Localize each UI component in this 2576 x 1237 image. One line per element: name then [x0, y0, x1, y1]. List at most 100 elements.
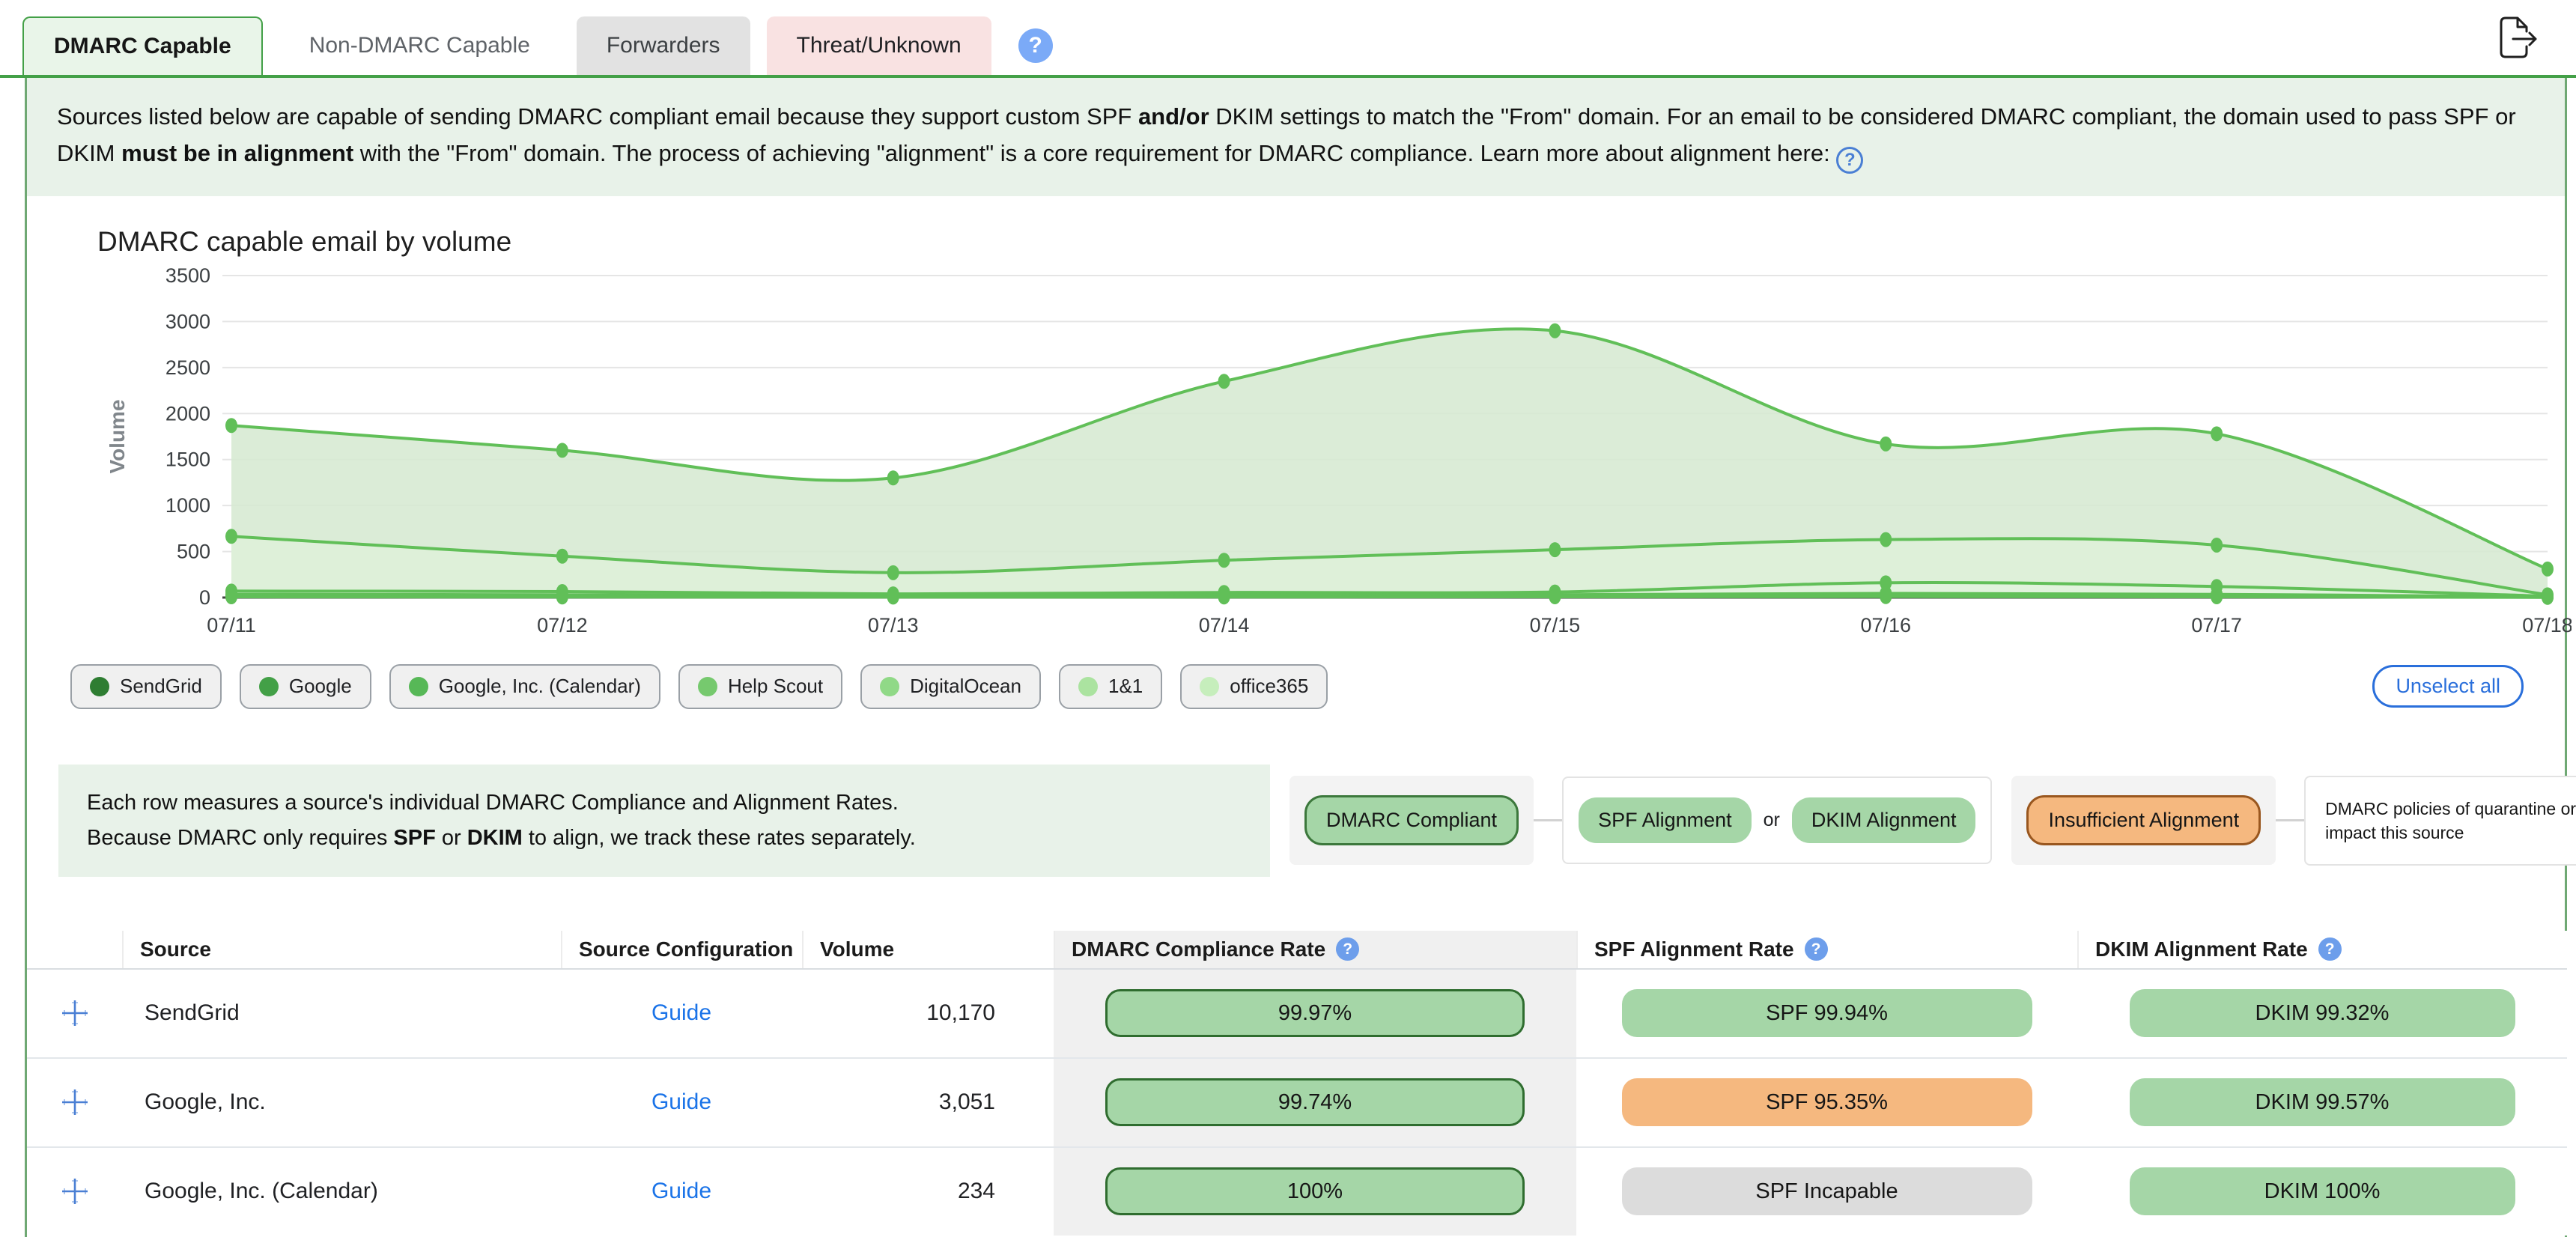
y-tick-label: 2500 — [165, 356, 210, 379]
column-help-icon[interactable]: ? — [1336, 937, 1360, 961]
insufficient-legend-card: Insufficient Alignment — [2011, 776, 2276, 866]
data-point[interactable] — [225, 589, 237, 604]
series-legend-row: SendGrid Google Google, Inc. (Calendar) Hel… — [70, 663, 2524, 709]
legend-dot-icon — [408, 676, 428, 696]
tab-non-dmarc-capable[interactable]: Non-DMARC Capable — [279, 16, 560, 75]
legend-connector — [1534, 819, 1563, 822]
rates-note-line2: Because DMARC only requires SPF or DKIM … — [87, 825, 916, 850]
column-header-label: DMARC Compliance Rate — [1072, 937, 1326, 961]
compliance-cell: 100% — [1054, 1147, 1576, 1236]
data-point[interactable] — [2211, 426, 2223, 442]
data-point[interactable] — [1880, 436, 1892, 452]
legend-chip-digitalocean[interactable]: DigitalOcean — [860, 663, 1041, 709]
spf-alignment-badge-sample: SPF Alignment — [1579, 797, 1752, 844]
tabs-help-icon[interactable]: ? — [1018, 28, 1053, 63]
expand-row-button[interactable] — [27, 969, 122, 1057]
legend-dot-icon — [880, 676, 900, 696]
expand-row-button[interactable] — [27, 1058, 122, 1146]
spf-alignment-badge: SPF Incapable — [1621, 1167, 2032, 1216]
data-point[interactable] — [1880, 589, 1892, 604]
y-tick-label: 3500 — [165, 264, 210, 287]
legend-chip-help-scout[interactable]: Help Scout — [678, 663, 843, 709]
badge-legend-cluster: DMARC Compliant SPF Alignment or DKIM Al… — [1289, 775, 2576, 866]
data-point[interactable] — [1218, 589, 1230, 605]
legend-chip-label: DigitalOcean — [910, 675, 1021, 698]
description-text: Sources listed below are capable of send… — [57, 103, 2516, 166]
dkim-cell: DKIM 99.32% — [2077, 969, 2567, 1057]
data-point[interactable] — [2211, 589, 2223, 604]
rates-note-box: Each row measures a source's individual … — [58, 764, 1270, 877]
data-point[interactable] — [2542, 561, 2554, 577]
alignment-help-icon[interactable]: ? — [1836, 146, 1864, 174]
source-name: Google, Inc. — [122, 1058, 561, 1146]
dkim-alignment-badge-sample: DKIM Alignment — [1791, 797, 1976, 844]
guide-link[interactable]: Guide — [651, 1000, 712, 1026]
data-point[interactable] — [887, 565, 899, 580]
spf-cell: SPF 99.94% — [1576, 969, 2077, 1057]
data-point[interactable] — [1880, 575, 1892, 591]
column-help-icon[interactable]: ? — [2318, 937, 2342, 961]
column-header-label: Source — [140, 937, 211, 961]
or-label: or — [1763, 809, 1780, 831]
guide-link[interactable]: Guide — [651, 1179, 712, 1204]
data-point[interactable] — [225, 418, 237, 434]
legend-chip-label: Help Scout — [727, 675, 824, 698]
guide-link[interactable]: Guide — [651, 1089, 712, 1115]
data-point[interactable] — [1549, 323, 1561, 338]
y-tick-label: 3000 — [165, 310, 210, 332]
tab-forwarders[interactable]: Forwarders — [576, 16, 750, 75]
tab-bar: DMARC Capable Non-DMARC Capable Forwarders… — [0, 0, 2576, 78]
data-point[interactable] — [556, 548, 568, 564]
legend-connector — [2276, 819, 2305, 822]
legend-chip-sendgrid[interactable]: SendGrid — [70, 663, 222, 709]
tab-threat-unknown[interactable]: Threat/Unknown — [766, 16, 991, 75]
legend-dot-icon — [1200, 676, 1220, 696]
y-tick-label: 500 — [177, 540, 210, 562]
expand-row-button[interactable] — [27, 1147, 122, 1236]
legend-dot-icon — [90, 676, 109, 696]
dkim-alignment-badge: DKIM 99.32% — [2129, 989, 2515, 1038]
spf-alignment-badge: SPF 95.35% — [1621, 1078, 2032, 1127]
legend-chip-google-inc-calendar-[interactable]: Google, Inc. (Calendar) — [389, 663, 660, 709]
volume-area-chart: 0 500 1000 1500 2000 2500 3000 3500 Volume 07/11 0… — [106, 264, 2573, 636]
data-point[interactable] — [556, 443, 568, 458]
volume-value: 10,170 — [802, 969, 1054, 1057]
export-icon[interactable] — [2492, 13, 2545, 66]
table-explainer-row: Each row measures a source's individual … — [58, 764, 2576, 877]
tab-dmarc-capable[interactable]: DMARC Capable — [22, 16, 263, 75]
x-tick-label: 07/14 — [1199, 614, 1250, 636]
column-header-source-configuration: Source Configuration — [561, 930, 802, 968]
line-series-6 — [231, 595, 2548, 599]
data-point[interactable] — [1880, 532, 1892, 547]
column-header-expand — [27, 930, 122, 968]
data-point[interactable] — [887, 470, 899, 486]
policy-note-card: DMARC policies of quarantine or reject w… — [2304, 775, 2576, 866]
source-configuration-cell: Guide — [561, 1147, 802, 1236]
unselect-all-button[interactable]: Unselect all — [2372, 665, 2524, 708]
description-banner: Sources listed below are capable of send… — [27, 78, 2565, 196]
y-tick-label: 2000 — [165, 402, 210, 425]
dkim-alignment-badge: DKIM 99.57% — [2129, 1078, 2515, 1127]
legend-chip-google[interactable]: Google — [239, 663, 371, 709]
data-point[interactable] — [1218, 553, 1230, 568]
data-point[interactable] — [556, 589, 568, 605]
legend-chip-label: 1&1 — [1108, 675, 1143, 698]
y-axis-title: Volume — [106, 399, 129, 473]
source-configuration-cell: Guide — [561, 1058, 802, 1146]
legend-chip-office365[interactable]: office365 — [1180, 663, 1328, 709]
data-point[interactable] — [887, 589, 899, 605]
data-point[interactable] — [1218, 374, 1230, 389]
legend-chip-1-1[interactable]: 1&1 — [1058, 663, 1163, 709]
data-point[interactable] — [1549, 589, 1561, 604]
dmarc-capable-panel: Sources listed below are capable of send… — [25, 78, 2576, 1237]
data-point[interactable] — [1549, 542, 1561, 558]
data-point[interactable] — [2211, 537, 2223, 553]
legend-chip-label: SendGrid — [120, 675, 202, 698]
x-tick-label: 07/11 — [207, 614, 256, 636]
dmarc-compliance-badge: 100% — [1105, 1167, 1525, 1216]
column-help-icon[interactable]: ? — [1804, 937, 1828, 961]
column-header-source: Source — [122, 930, 561, 968]
data-point[interactable] — [225, 529, 237, 544]
column-header-label: Volume — [820, 937, 895, 961]
data-point[interactable] — [2542, 589, 2554, 605]
